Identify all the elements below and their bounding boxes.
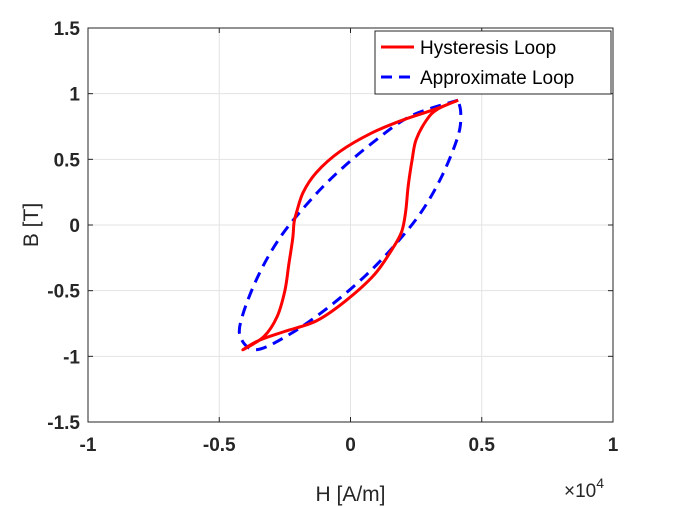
x-tick-label: 1 (608, 435, 619, 456)
legend-label-approximate: Approximate Loop (420, 68, 574, 89)
y-axis-title: B [T] (20, 203, 43, 247)
tick-layer: -1 -0.5 0 0.5 1-1.5-1-0.500.511.5 (47, 19, 618, 456)
x-exponent-power: 4 (596, 475, 604, 491)
legend-label-hysteresis: Hysteresis Loop (420, 38, 556, 59)
legend-box (374, 30, 612, 95)
y-tick-label: -1 (63, 347, 80, 368)
y-tick-label: -0.5 (47, 282, 80, 303)
series-hysteresis-loop (241, 98, 459, 352)
y-tick-label: 0.5 (54, 150, 81, 171)
y-tick-label: 1 (69, 85, 80, 106)
x-tick-label: -1 (80, 435, 97, 456)
x-axis-exponent-label: ×104 (564, 475, 604, 502)
y-tick-label: 1.5 (54, 19, 81, 40)
x-exponent-base: ×10 (564, 481, 596, 502)
series-layer (237, 98, 463, 352)
series-approximate-loop (237, 98, 463, 352)
x-axis-title: H [A/m] (315, 483, 385, 506)
x-tick-label: -0.5 (203, 435, 236, 456)
y-tick-label: -1.5 (47, 413, 80, 434)
y-tick-label: 0 (69, 216, 80, 237)
x-tick-label: 0.5 (469, 435, 496, 456)
x-tick-label: 0 (345, 435, 356, 456)
legend: Hysteresis Loop Approximate Loop (374, 30, 612, 95)
